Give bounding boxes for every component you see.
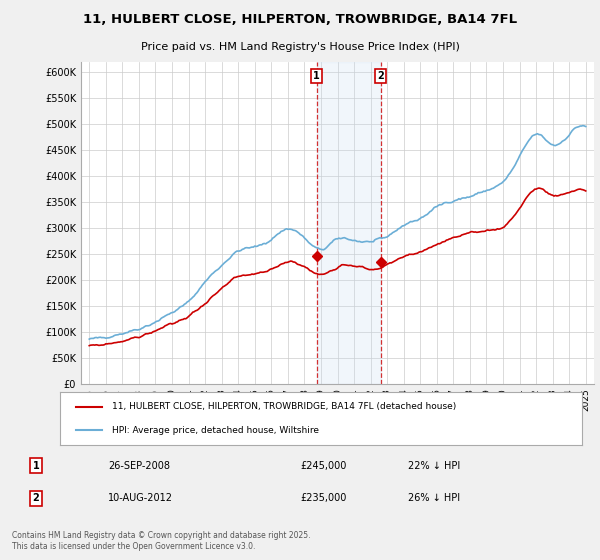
Text: 10-AUG-2012: 10-AUG-2012 bbox=[108, 493, 173, 503]
Text: Price paid vs. HM Land Registry's House Price Index (HPI): Price paid vs. HM Land Registry's House … bbox=[140, 43, 460, 52]
Bar bbox=[317, 62, 380, 384]
Text: 1: 1 bbox=[32, 461, 40, 471]
Text: £235,000: £235,000 bbox=[300, 493, 346, 503]
Text: 22% ↓ HPI: 22% ↓ HPI bbox=[408, 461, 460, 471]
Text: 2: 2 bbox=[32, 493, 40, 503]
Text: 2: 2 bbox=[377, 71, 384, 81]
Text: HPI: Average price, detached house, Wiltshire: HPI: Average price, detached house, Wilt… bbox=[112, 426, 319, 435]
Text: Contains HM Land Registry data © Crown copyright and database right 2025.
This d: Contains HM Land Registry data © Crown c… bbox=[12, 531, 311, 551]
Text: 26-SEP-2008: 26-SEP-2008 bbox=[108, 461, 170, 471]
Text: 26% ↓ HPI: 26% ↓ HPI bbox=[408, 493, 460, 503]
Text: 1: 1 bbox=[313, 71, 320, 81]
Text: £245,000: £245,000 bbox=[300, 461, 346, 471]
Text: 11, HULBERT CLOSE, HILPERTON, TROWBRIDGE, BA14 7FL: 11, HULBERT CLOSE, HILPERTON, TROWBRIDGE… bbox=[83, 13, 517, 26]
Text: 11, HULBERT CLOSE, HILPERTON, TROWBRIDGE, BA14 7FL (detached house): 11, HULBERT CLOSE, HILPERTON, TROWBRIDGE… bbox=[112, 403, 457, 412]
